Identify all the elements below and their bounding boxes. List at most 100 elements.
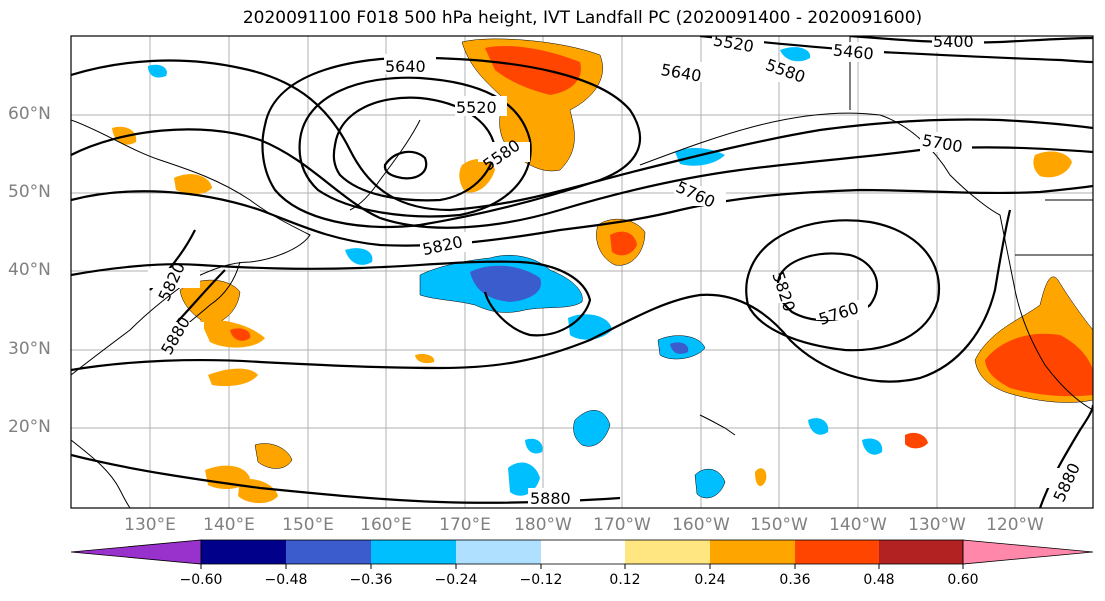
chart-title: 2020091100 F018 500 hPa height, IVT Land… xyxy=(242,8,923,28)
ivt-positive-areas xyxy=(112,38,1093,504)
ivt-area-pnw xyxy=(1033,151,1072,178)
contour-5820-mid xyxy=(71,260,592,337)
lat-label: 20°N xyxy=(8,417,51,437)
ivt-area-neg-south-6 xyxy=(525,438,543,454)
contour-label: 5880 xyxy=(530,489,571,508)
colorbar-tick-label: 0.60 xyxy=(947,572,979,588)
coast-na-west xyxy=(999,214,1093,411)
colorbar-tick-label: 0.36 xyxy=(779,572,811,588)
lon-label: 130°E xyxy=(124,515,176,535)
ivt-area-neg-south-5 xyxy=(862,438,883,455)
contour-label-bg xyxy=(528,488,580,508)
contour-label: 5640 xyxy=(385,57,426,76)
colorbar-tick-label: 0.48 xyxy=(863,572,895,588)
coastlines xyxy=(71,36,1093,508)
lat-label: 60°N xyxy=(8,104,51,124)
colorbar-bin xyxy=(795,540,879,564)
colorbar-tick-label: 0.12 xyxy=(609,572,641,588)
contour-label-bg xyxy=(760,283,812,303)
lon-label: 150°W xyxy=(750,515,808,535)
contour-label-bg xyxy=(712,36,764,56)
ivt-area-south-2 xyxy=(205,465,250,490)
ivt-area-kamchatka xyxy=(459,158,495,193)
ivt-area-west-1 xyxy=(174,174,212,195)
colorbar-tick-label: 0.24 xyxy=(694,572,726,588)
lon-label: 160°E xyxy=(360,515,412,535)
contour-low-inner xyxy=(383,150,428,180)
contour-label-bg xyxy=(148,268,200,288)
contour-label-bg xyxy=(920,132,972,152)
lon-label: 160°W xyxy=(672,515,730,535)
lon-label: 130°W xyxy=(908,515,966,535)
contour-label-bg xyxy=(420,232,472,252)
colorbar-bin xyxy=(541,540,625,564)
colorbar-tick-label: −0.48 xyxy=(264,572,308,588)
lat-label: 40°N xyxy=(8,260,51,280)
colorbar-tick-label: −0.60 xyxy=(179,572,223,588)
colorbar-extend-high xyxy=(962,539,1094,565)
contour-label: 5520 xyxy=(456,98,497,117)
ivt-area-bering-core xyxy=(485,45,581,95)
map-frame xyxy=(70,35,1094,509)
colorbar-extend-low xyxy=(70,539,202,565)
coast-asia xyxy=(71,119,311,376)
contour-label-bg xyxy=(660,62,712,82)
ivt-area-mid-pacific-core xyxy=(610,231,637,256)
ivt-area-neg-south-4 xyxy=(808,418,829,435)
contour-label-bg xyxy=(932,36,984,52)
colorbar-bin xyxy=(286,540,371,564)
lon-label: 170°W xyxy=(593,515,651,535)
contour-label: 5400 xyxy=(933,32,974,51)
contour-label-bg xyxy=(764,62,816,82)
colorbar-tick-label: −0.12 xyxy=(519,572,563,588)
ivt-area-socal-core xyxy=(985,333,1093,397)
contour-label-bg xyxy=(455,96,507,116)
colorbar-bin xyxy=(456,540,541,564)
ivt-area-neg-west xyxy=(345,248,373,265)
coast-hawaii xyxy=(699,414,736,436)
colorbar-tick-label: −0.24 xyxy=(434,572,478,588)
ivt-negative-areas xyxy=(148,47,883,499)
lon-label: 170°E xyxy=(439,515,491,535)
ivt-area-neg-north-2 xyxy=(780,47,811,62)
colorbar-tick-label: −0.36 xyxy=(349,572,393,588)
ivt-area-neg-south-3 xyxy=(694,468,726,499)
contour-label-bg xyxy=(832,42,884,62)
contour-label-bg xyxy=(674,186,726,206)
coast-alaska xyxy=(639,112,1001,216)
contour-label: 5460 xyxy=(832,40,874,63)
ivt-area-south-4 xyxy=(238,478,278,504)
contour-label-bg xyxy=(384,54,436,74)
lon-label: 180°W xyxy=(514,515,572,535)
colorbar-frame xyxy=(200,539,964,565)
lon-label: 140°W xyxy=(829,515,887,535)
colorbar-ticks xyxy=(200,564,964,569)
colorbar-bin xyxy=(710,540,795,564)
colorbar-bin xyxy=(625,540,710,564)
contour-label-bg xyxy=(478,142,530,162)
coast-kamchatka xyxy=(349,119,421,211)
lat-label: 30°N xyxy=(8,339,51,359)
contour-label-bg xyxy=(152,322,204,342)
contour-cutoff-inner xyxy=(776,252,879,322)
ivt-area-neg-south-2 xyxy=(508,462,540,496)
colorbar-bin xyxy=(879,540,963,564)
contour-5400 xyxy=(849,36,1093,44)
ivt-area-misc-1 xyxy=(230,328,251,341)
ivt-area-neg-north-3 xyxy=(148,64,167,78)
lon-label: 150°E xyxy=(282,515,334,535)
contour-label-bg xyxy=(816,300,868,320)
contour-5880-south xyxy=(71,209,1012,383)
contour-5820 xyxy=(71,184,1093,247)
ivt-area-misc-3 xyxy=(755,468,767,487)
colorbar-bin xyxy=(371,540,456,564)
lon-label: 120°W xyxy=(986,515,1044,535)
contour-5460 xyxy=(699,36,1093,64)
contour-5760-north xyxy=(71,59,1093,212)
contour-low-3 xyxy=(298,76,532,218)
ivt-area-east-small xyxy=(905,432,928,449)
lon-label: 140°E xyxy=(203,515,255,535)
contour-low-2 xyxy=(332,96,497,202)
ivt-area-neg-east-2-core xyxy=(670,342,689,354)
ivt-area-neg-south-1 xyxy=(573,410,611,447)
